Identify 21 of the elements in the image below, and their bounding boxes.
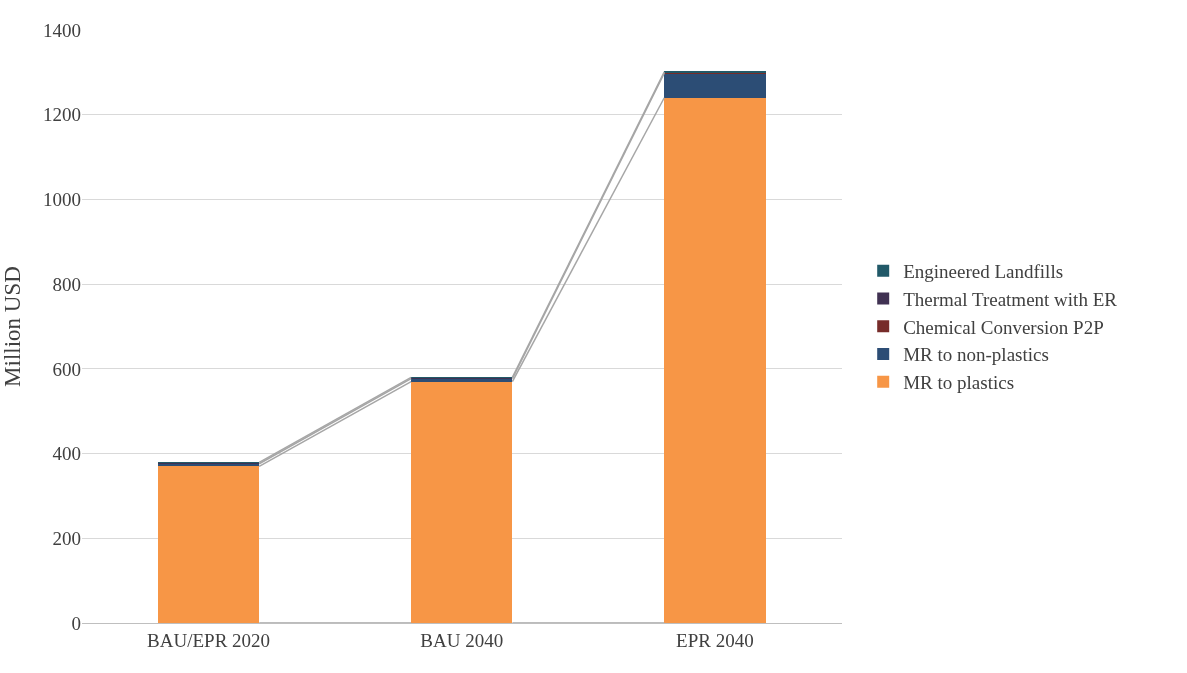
legend-label: Thermal Treatment with ER xyxy=(903,288,1118,310)
y-tick-label: 400 xyxy=(52,443,81,465)
y-tick-label: 1400 xyxy=(43,19,81,41)
y-tick-label: 200 xyxy=(52,527,81,549)
legend-label: MR to plastics xyxy=(903,372,1015,394)
legend-label: Engineered Landfills xyxy=(903,261,1064,283)
x-tick-label: BAU 2040 xyxy=(420,629,504,651)
x-tick-label: BAU/EPR 2020 xyxy=(147,629,271,651)
y-tick-label: 800 xyxy=(52,273,81,295)
y-axis-title: Million USD xyxy=(0,266,26,387)
bar xyxy=(664,97,766,623)
y-tick-label: 0 xyxy=(71,612,81,634)
bar xyxy=(157,466,260,623)
x-tick-label: EPR 2040 xyxy=(676,629,754,651)
bar xyxy=(664,73,766,98)
legend-label: Chemical Conversion P2P xyxy=(903,316,1104,338)
y-tick-label: 1000 xyxy=(43,189,81,211)
y-tick-label: 1200 xyxy=(43,104,81,126)
bar xyxy=(411,381,513,623)
legend-label: MR to non-plastics xyxy=(903,344,1049,366)
y-tick-label: 600 xyxy=(52,358,81,380)
